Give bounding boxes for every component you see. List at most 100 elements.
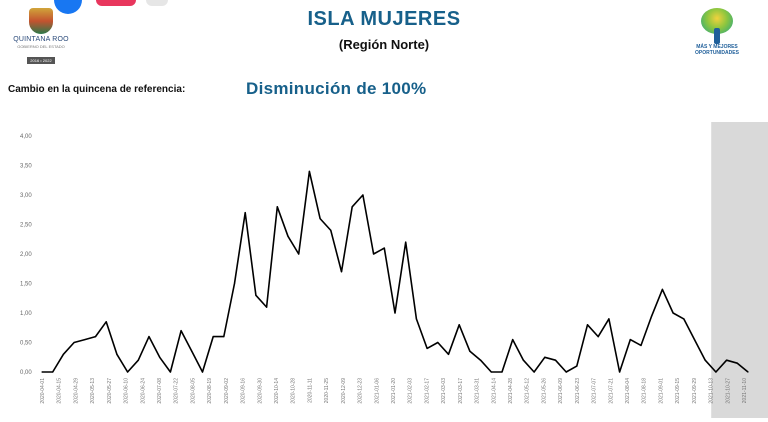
x-tick-label: 2021-03-17 (458, 378, 464, 404)
x-tick-label: 2020-09-16 (241, 378, 247, 404)
x-tick-label: 2020-09-30 (257, 378, 263, 404)
data-point (405, 241, 407, 243)
series-line (42, 170, 749, 373)
data-point (726, 359, 728, 361)
data-point (319, 218, 321, 220)
x-tick-label: 2020-08-05 (190, 378, 196, 404)
data-point (383, 247, 385, 249)
data-point (554, 359, 557, 361)
facebook-icon[interactable] (54, 0, 82, 14)
overlay-chip (146, 0, 168, 6)
data-point (233, 282, 236, 285)
data-point (41, 371, 43, 373)
x-tick-label: 2021-09-01 (658, 378, 664, 404)
data-point (576, 365, 578, 367)
y-tick-label: 1,00 (20, 311, 32, 317)
data-point (266, 306, 268, 308)
data-point (693, 338, 696, 341)
x-tick-label: 2021-04-28 (508, 378, 514, 404)
data-point (501, 371, 503, 373)
data-point (137, 359, 139, 361)
x-tick-label: 2020-07-22 (174, 378, 180, 404)
x-tick-label: 2021-03-31 (475, 378, 481, 404)
x-tick-label: 2021-06-23 (575, 378, 581, 404)
data-point (586, 324, 589, 326)
data-point (62, 353, 64, 355)
x-tick-label: 2021-08-04 (625, 378, 631, 404)
data-point (437, 341, 439, 344)
x-tick-label: 2021-02-03 (408, 378, 414, 404)
x-tick-label: 2021-01-06 (374, 378, 380, 404)
data-point (672, 312, 674, 314)
data-point (704, 359, 706, 361)
x-tick-label: 2020-07-08 (157, 378, 163, 404)
y-tick-label: 2,50 (20, 223, 32, 229)
x-tick-label: 2021-03-03 (441, 378, 447, 404)
x-tick-label: 2021-02-17 (424, 378, 430, 404)
data-point (223, 336, 225, 338)
data-point (394, 312, 396, 314)
x-tick-label: 2020-04-01 (40, 378, 46, 404)
x-tick-label: 2020-06-24 (140, 378, 146, 404)
y-tick-label: 1,50 (20, 282, 32, 288)
x-tick-label: 2020-04-15 (57, 378, 63, 404)
data-point (362, 194, 364, 196)
x-tick-label: 2021-05-12 (525, 378, 531, 404)
logo-name: QUINTANA ROO (13, 36, 69, 43)
data-point (661, 288, 664, 290)
x-tick-label: 2020-11-11 (307, 378, 313, 403)
data-point (244, 212, 246, 214)
data-point (330, 229, 332, 231)
x-tick-label: 2020-06-10 (124, 378, 130, 404)
data-point (533, 371, 535, 373)
data-point (683, 318, 685, 320)
x-tick-label: 2021-07-21 (608, 378, 614, 404)
y-tick-label: 3,00 (20, 193, 32, 199)
data-point (565, 371, 567, 373)
data-point (212, 336, 214, 338)
x-tick-label: 2020-10-28 (291, 378, 297, 404)
x-tick-label: 2020-05-13 (90, 378, 96, 404)
data-point (116, 353, 118, 355)
data-point (191, 350, 193, 352)
y-tick-label: 4,00 (20, 134, 32, 140)
data-point (512, 338, 514, 341)
data-point (715, 371, 717, 373)
data-point (447, 353, 450, 355)
logo-line2: OPORTUNIDADES (695, 50, 739, 56)
y-tick-label: 3,50 (20, 164, 32, 170)
data-point (640, 344, 642, 347)
data-point (73, 341, 75, 344)
data-point (159, 356, 161, 358)
data-point (340, 271, 343, 273)
data-point (426, 347, 428, 349)
page-subtitle: (Región Norte) (338, 37, 430, 52)
x-tick-label: 2020-12-23 (358, 378, 364, 404)
x-tick-label: 2021-10-27 (725, 378, 731, 404)
logo-subtitle: GOBIERNO DEL ESTADO (17, 44, 65, 49)
page-title: ISLA MUJERES (307, 8, 461, 30)
data-point (52, 371, 54, 373)
x-tick-label: 2021-10-13 (709, 378, 715, 404)
data-point (255, 294, 257, 296)
x-tick-label: 2021-09-15 (675, 378, 681, 404)
data-point (629, 338, 631, 341)
data-point (490, 371, 492, 373)
x-tick-label: 2020-05-27 (107, 378, 113, 404)
data-point (201, 371, 204, 373)
data-point (747, 371, 749, 373)
data-point (608, 318, 610, 320)
data-point (458, 324, 460, 326)
x-tick-label: 2020-09-02 (224, 378, 230, 404)
data-point (479, 359, 482, 361)
data-point (544, 356, 546, 358)
y-tick-label: 0,00 (20, 370, 32, 376)
x-tick-label: 2020-11-25 (324, 378, 330, 403)
quintana-roo-logo: QUINTANA ROO GOBIERNO DEL ESTADO 2016 • … (10, 8, 72, 66)
coat-of-arms-icon (29, 8, 53, 34)
data-point (287, 235, 289, 237)
data-point (619, 371, 621, 373)
data-point (84, 338, 86, 341)
x-tick-label: 2021-04-14 (491, 378, 497, 404)
x-tick-label: 2021-08-18 (642, 378, 648, 404)
